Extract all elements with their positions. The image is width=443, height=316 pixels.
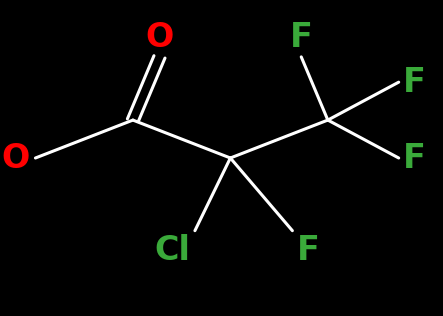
Text: F: F [403, 66, 426, 99]
Text: O: O [145, 21, 174, 54]
Text: HO: HO [0, 142, 31, 174]
Text: F: F [290, 21, 313, 54]
Text: Cl: Cl [155, 234, 190, 267]
Text: F: F [403, 142, 426, 174]
Text: F: F [297, 234, 320, 267]
